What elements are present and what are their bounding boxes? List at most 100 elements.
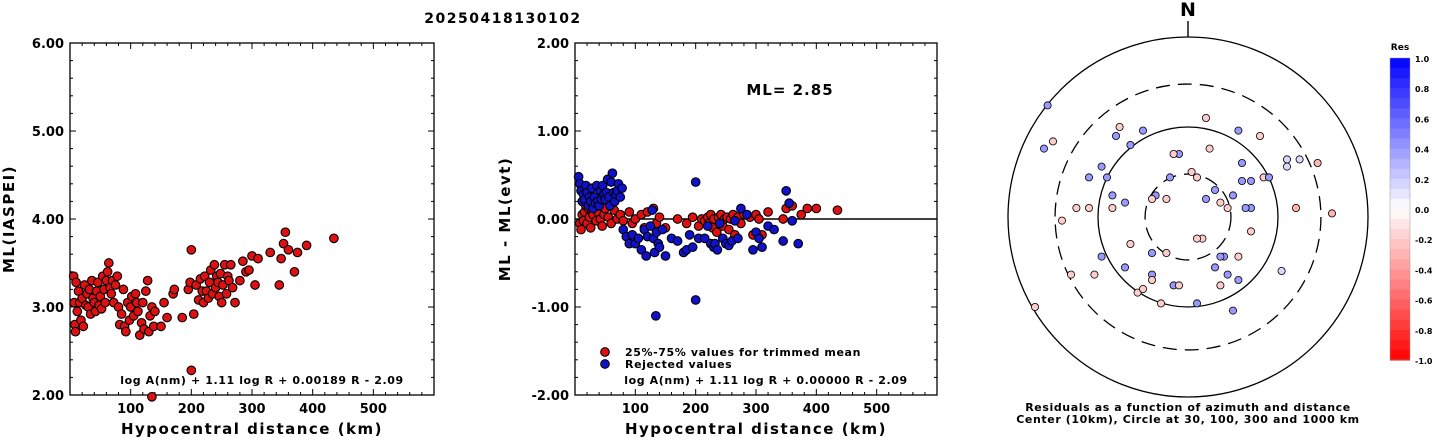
residual-point: [1328, 209, 1337, 218]
data-point-blue: [757, 242, 767, 253]
data-point-red: [687, 212, 698, 223]
colorbar-segment: [1390, 339, 1410, 351]
data-point-blue: [690, 177, 701, 187]
colorbar-tick-label: -0.8: [1415, 327, 1433, 336]
data-point-blue: [736, 203, 746, 214]
residual-point: [1148, 275, 1157, 284]
data-point-red: [274, 280, 285, 290]
y-tick-label: 6.00: [32, 37, 64, 52]
x-tick-label: 200: [682, 402, 709, 417]
north-label: N: [1180, 0, 1196, 21]
residual-point: [1238, 158, 1247, 167]
data-point-blue: [657, 224, 668, 235]
data-point-red: [169, 284, 180, 295]
data-point-blue: [742, 209, 752, 220]
y-tick-label: 5.00: [32, 125, 64, 140]
legend-label: Rejected values: [625, 358, 732, 371]
colorbar-tick-label: -0.2: [1415, 236, 1433, 245]
residual-point: [1112, 131, 1121, 140]
colorbar-segment: [1390, 349, 1410, 361]
plot-frame: [69, 42, 435, 396]
colorbar-segment: [1390, 88, 1410, 99]
data-point-red: [225, 259, 236, 270]
colorbar-segment: [1390, 259, 1410, 270]
residual-point: [1162, 248, 1171, 257]
y-tick-label: 2.00: [32, 389, 64, 404]
data-point-red: [227, 282, 238, 293]
colorbar-segment: [1390, 188, 1410, 200]
colorbar-tick-label: 0.2: [1415, 176, 1429, 185]
legend-marker: [600, 359, 610, 369]
residual-point: [1157, 299, 1166, 308]
data-point-red: [585, 222, 596, 233]
data-point-red: [186, 244, 197, 255]
data-point-red: [681, 218, 692, 229]
residual-point: [1067, 270, 1076, 279]
colorbar-tick-label: -0.6: [1415, 297, 1433, 306]
data-point-red: [230, 297, 240, 308]
colorbar-tick-label: 0.6: [1415, 115, 1430, 124]
colorbar-segment: [1390, 289, 1410, 301]
y-axis-label: ML - ML(evt): [496, 157, 514, 281]
y-tick-label: 0.00: [537, 213, 569, 228]
legend-marker: [600, 347, 610, 357]
colorbar-segment: [1390, 98, 1410, 109]
x-axis-label: Hypocentral distance (km): [121, 420, 383, 438]
data-point-red: [289, 266, 300, 277]
residual-point: [1265, 173, 1274, 182]
residual-point: [1139, 284, 1148, 293]
data-point-red: [276, 253, 286, 264]
data-point-red: [624, 207, 635, 217]
data-point-red: [576, 224, 586, 235]
colorbar-segment: [1390, 168, 1410, 180]
data-point-red: [150, 306, 160, 317]
residual-point: [1072, 203, 1081, 212]
colorbar-label: Res: [1391, 43, 1409, 53]
data-point-red: [711, 227, 722, 238]
data-point-red: [102, 266, 113, 277]
colorbar-segment: [1390, 198, 1410, 210]
colorbar-segment: [1390, 78, 1410, 89]
data-point-blue: [672, 236, 683, 246]
residual-point: [1313, 158, 1322, 167]
colorbar-segment: [1390, 219, 1410, 230]
caption-line-2: Center (10km), Circle at 30, 100, 300 an…: [1016, 413, 1360, 426]
colorbar-tick-label: 0.8: [1415, 85, 1430, 94]
data-point-red: [253, 253, 263, 264]
data-point-red: [244, 265, 254, 275]
data-point-red: [796, 209, 807, 220]
colorbar-tick-label: -1.0: [1415, 357, 1433, 366]
residual-point: [1277, 266, 1286, 275]
y-tick-label: 3.00: [32, 301, 64, 316]
data-point-blue: [787, 215, 798, 226]
colorbar-segment: [1390, 108, 1410, 119]
data-point-red: [112, 271, 123, 282]
colorbar-segment: [1390, 68, 1410, 79]
data-point-red: [301, 240, 312, 251]
residual-point: [1148, 248, 1157, 257]
data-point-red: [802, 203, 813, 214]
colorbar-segment: [1390, 279, 1410, 291]
residual-point: [1162, 194, 1171, 203]
colorbar-segment: [1390, 178, 1410, 190]
data-point-blue: [733, 233, 743, 244]
residual-point: [1139, 126, 1148, 135]
data-point-blue: [633, 233, 644, 244]
x-tick-label: 100: [622, 402, 649, 417]
data-point-red: [159, 297, 169, 308]
data-point-red: [221, 288, 232, 299]
residual-point: [1085, 173, 1094, 182]
data-point-red: [116, 309, 127, 319]
colorbar-segment: [1390, 138, 1410, 150]
colorbar-segment: [1390, 158, 1410, 170]
residual-point: [1283, 155, 1292, 164]
residual-point: [1241, 203, 1250, 212]
data-point-red: [162, 312, 172, 323]
colorbar-segment: [1390, 118, 1410, 130]
residual-point: [1283, 162, 1292, 171]
colorbar-segment: [1390, 239, 1410, 250]
residual-point: [1234, 252, 1243, 261]
residual-point: [1049, 137, 1058, 146]
residual-point: [1193, 173, 1202, 182]
data-point-red: [280, 227, 291, 238]
